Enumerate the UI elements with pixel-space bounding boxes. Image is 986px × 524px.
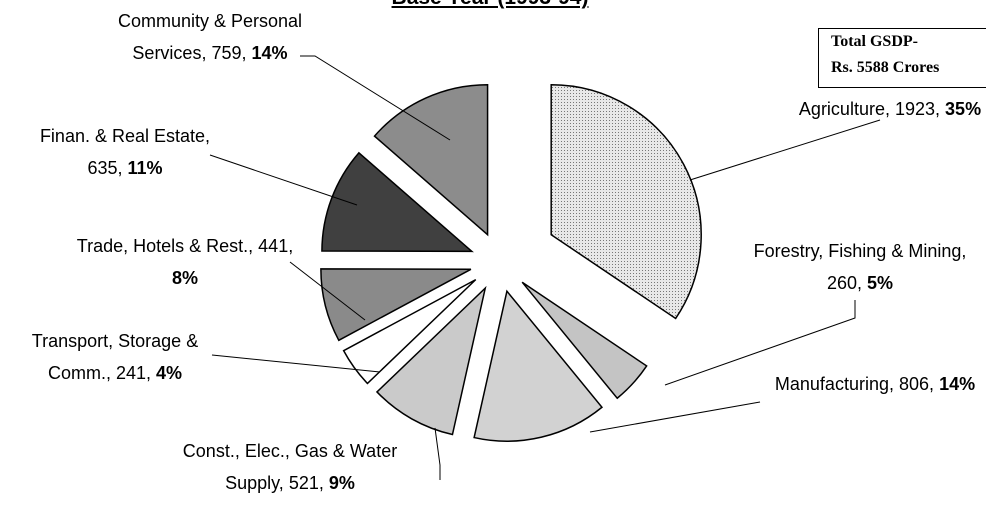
label-percent: 14% [939,374,976,394]
slice-label: Finan. & Real Estate, 635, 11% [39,126,211,178]
leader-line [664,300,856,386]
label-percent: 14% [251,43,288,63]
total-line: Rs. 5588 Crores [831,59,940,76]
leader-line [434,427,441,480]
label-value: 441 [258,236,289,256]
pie-slice [473,289,604,442]
label-category: Manufacturing [774,374,889,394]
label-percent: 8% [171,268,198,288]
label-value: 635 [87,158,118,178]
leader-line [209,154,358,206]
label-category: Finan. & Real Estate [39,126,206,146]
slice-label: Transport, Storage & Comm., 241, 4% [31,331,199,383]
label-value: 1923 [894,99,936,119]
label-percent: 9% [328,473,355,493]
pie-slice [550,83,702,320]
slice-label: Forestry, Fishing & Mining, 260, 5% [753,241,967,293]
total-line: Total GSDP- [831,33,918,50]
label-category: Const., Elec., Gas & Water Supply [182,441,398,493]
slice-label: Agriculture, 1923, 35% [798,99,982,119]
chart-title: Base Year (1993-94) [300,0,680,10]
pie-slice [321,151,474,253]
total-box: Total GSDP- Rs. 5588 Crores [818,28,986,88]
slice-label: Trade, Hotels & Rest., 441, 8% [76,236,294,288]
pie-slice [375,285,487,436]
pie-slice [320,268,472,342]
label-category: Community & Personal Services [117,11,303,63]
pie-slice [342,278,477,385]
leader-line [689,119,881,181]
label-percent: 35% [945,99,982,119]
label-value: 759 [211,43,242,63]
slice-label: Manufacturing, 806, 14% [774,374,976,394]
label-value: 241 [115,363,147,383]
pie-slice [521,281,648,400]
leader-line [300,55,451,141]
label-percent: 5% [867,273,894,293]
slice-label: Const., Elec., Gas & Water Supply, 521, … [182,441,398,493]
label-category: Transport, Storage & Comm. [31,331,199,383]
label-category: Trade, Hotels & Rest. [76,236,249,256]
pie-slice [373,83,489,237]
label-percent: 4% [156,363,183,383]
label-category: Agriculture [798,99,885,119]
label-value: 521 [288,473,319,493]
label-category: Forestry, Fishing & Mining [753,241,962,261]
leader-line [289,261,366,321]
label-value: 806 [899,374,930,394]
leader-line [589,401,761,433]
label-percent: 11% [127,158,163,178]
slice-label: Community & Personal Services, 759, 14% [117,11,303,63]
label-value: 260 [826,273,857,293]
leader-line [211,354,381,373]
